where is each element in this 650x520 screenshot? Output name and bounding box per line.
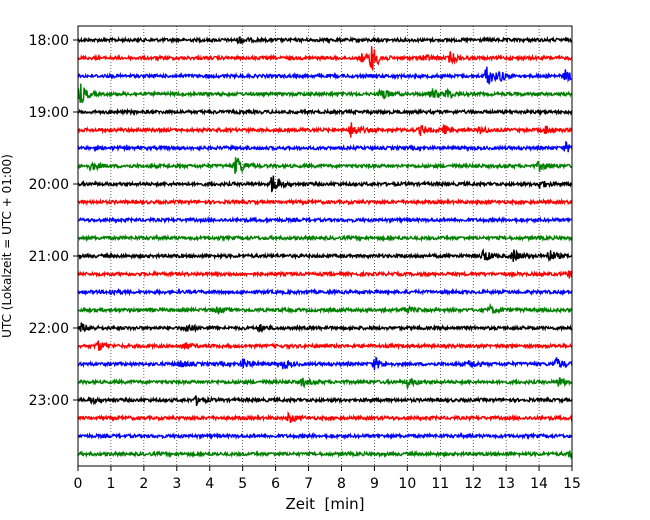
trace-2030 (77, 215, 573, 225)
trace-2300 (77, 395, 573, 406)
trace-1945 (77, 157, 573, 174)
x-tick-label: 5 (238, 476, 247, 492)
y-tick-label: 23:00 (29, 393, 69, 409)
traces (77, 35, 573, 460)
x-tick-label: 13 (497, 476, 515, 492)
trace-2100 (77, 247, 573, 263)
x-axis-label: Zeit [min] (285, 495, 364, 513)
trace-1815 (77, 46, 573, 71)
trace-2330 (77, 431, 573, 441)
x-tick-label: 6 (271, 476, 280, 492)
trace-2045 (77, 233, 573, 243)
trace-1900 (77, 107, 573, 117)
x-tick-label: 8 (337, 476, 346, 492)
trace-1800 (77, 35, 573, 45)
y-tick-label: 20:00 (29, 177, 69, 193)
trace-2230 (77, 356, 573, 371)
trace-1830 (77, 66, 573, 85)
y-axis-label: UTC (Lokalzeit = UTC + 01:00) (0, 154, 14, 338)
y-tick-label: 18:00 (29, 33, 69, 49)
x-tick-label: 2 (139, 476, 148, 492)
trace-1845 (77, 83, 573, 104)
x-tick-label: 12 (464, 476, 482, 492)
x-tick-label: 3 (172, 476, 181, 492)
grid-lines (110, 26, 540, 466)
trace-2130 (77, 287, 573, 297)
x-tick-label: 11 (431, 476, 449, 492)
x-tick-label: 14 (530, 476, 548, 492)
x-tick-label: 15 (563, 476, 581, 492)
y-tick-label: 21:00 (29, 249, 69, 265)
trace-2015 (77, 197, 573, 207)
y-tick-label: 19:00 (29, 105, 69, 121)
y-tick-label: 22:00 (29, 321, 69, 337)
trace-2145 (77, 302, 573, 316)
trace-1930 (77, 140, 573, 153)
x-tick-label: 1 (106, 476, 115, 492)
trace-2000 (77, 175, 573, 193)
y-axis-ticks: 18:00 19:00 20:00 21:00 22:00 23:00 (29, 33, 78, 409)
x-tick-label: 9 (370, 476, 379, 492)
trace-1915 (77, 122, 573, 138)
x-tick-label: 7 (304, 476, 313, 492)
plot-frame (77, 25, 573, 467)
x-tick-label: 4 (205, 476, 214, 492)
x-axis-ticks: 0 1 2 3 4 5 6 7 8 9 10 11 12 13 14 15 (74, 466, 581, 492)
trace-2345 (77, 449, 573, 460)
x-tick-label: 0 (74, 476, 83, 492)
trace-2245 (77, 377, 573, 389)
trace-2315 (77, 410, 573, 424)
trace-2115 (77, 269, 573, 279)
x-tick-label: 10 (398, 476, 416, 492)
trace-2200 (77, 322, 573, 334)
trace-2215 (77, 339, 573, 352)
